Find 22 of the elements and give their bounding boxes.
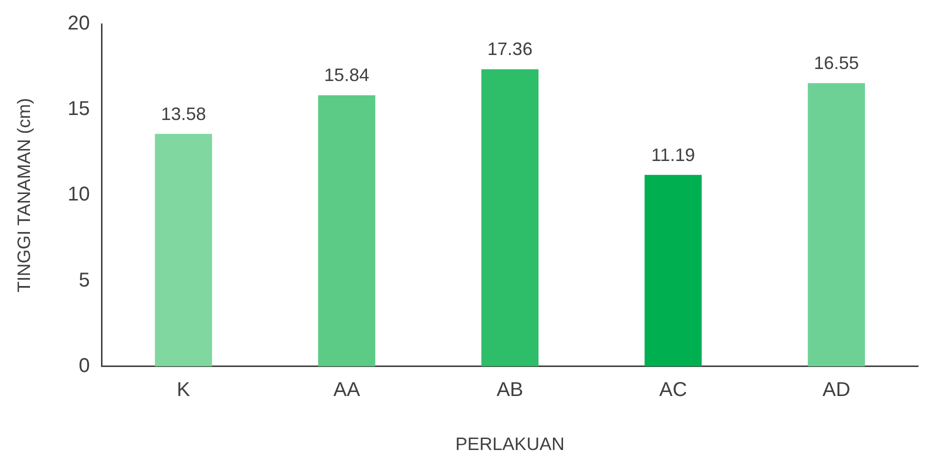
x-tick-label: AC: [659, 378, 688, 401]
y-tick-label: 20: [68, 12, 90, 35]
x-tick-label: K: [176, 378, 191, 401]
data-label: 13.58: [160, 104, 206, 124]
x-tick-label: AA: [333, 378, 361, 401]
y-tick-label: 0: [78, 354, 90, 377]
data-label: 11.19: [651, 144, 696, 165]
bar: [154, 134, 212, 366]
y-axis-title: TINGGI TANAMAN (cm): [14, 98, 34, 292]
y-tick-label: 10: [68, 184, 90, 206]
bar: [318, 95, 376, 366]
data-label: 17.36: [487, 39, 532, 60]
bar: [644, 174, 702, 366]
x-tick-label: AB: [496, 378, 524, 401]
x-axis-title: PERLAKUAN: [455, 434, 564, 454]
bar: [808, 83, 865, 366]
x-tick-label: AD: [822, 378, 850, 401]
y-tick-label: 5: [78, 269, 90, 292]
data-label: 15.84: [324, 65, 370, 86]
bar: [481, 69, 538, 366]
y-tick-label: 15: [68, 98, 90, 120]
data-label: 16.55: [814, 53, 859, 74]
